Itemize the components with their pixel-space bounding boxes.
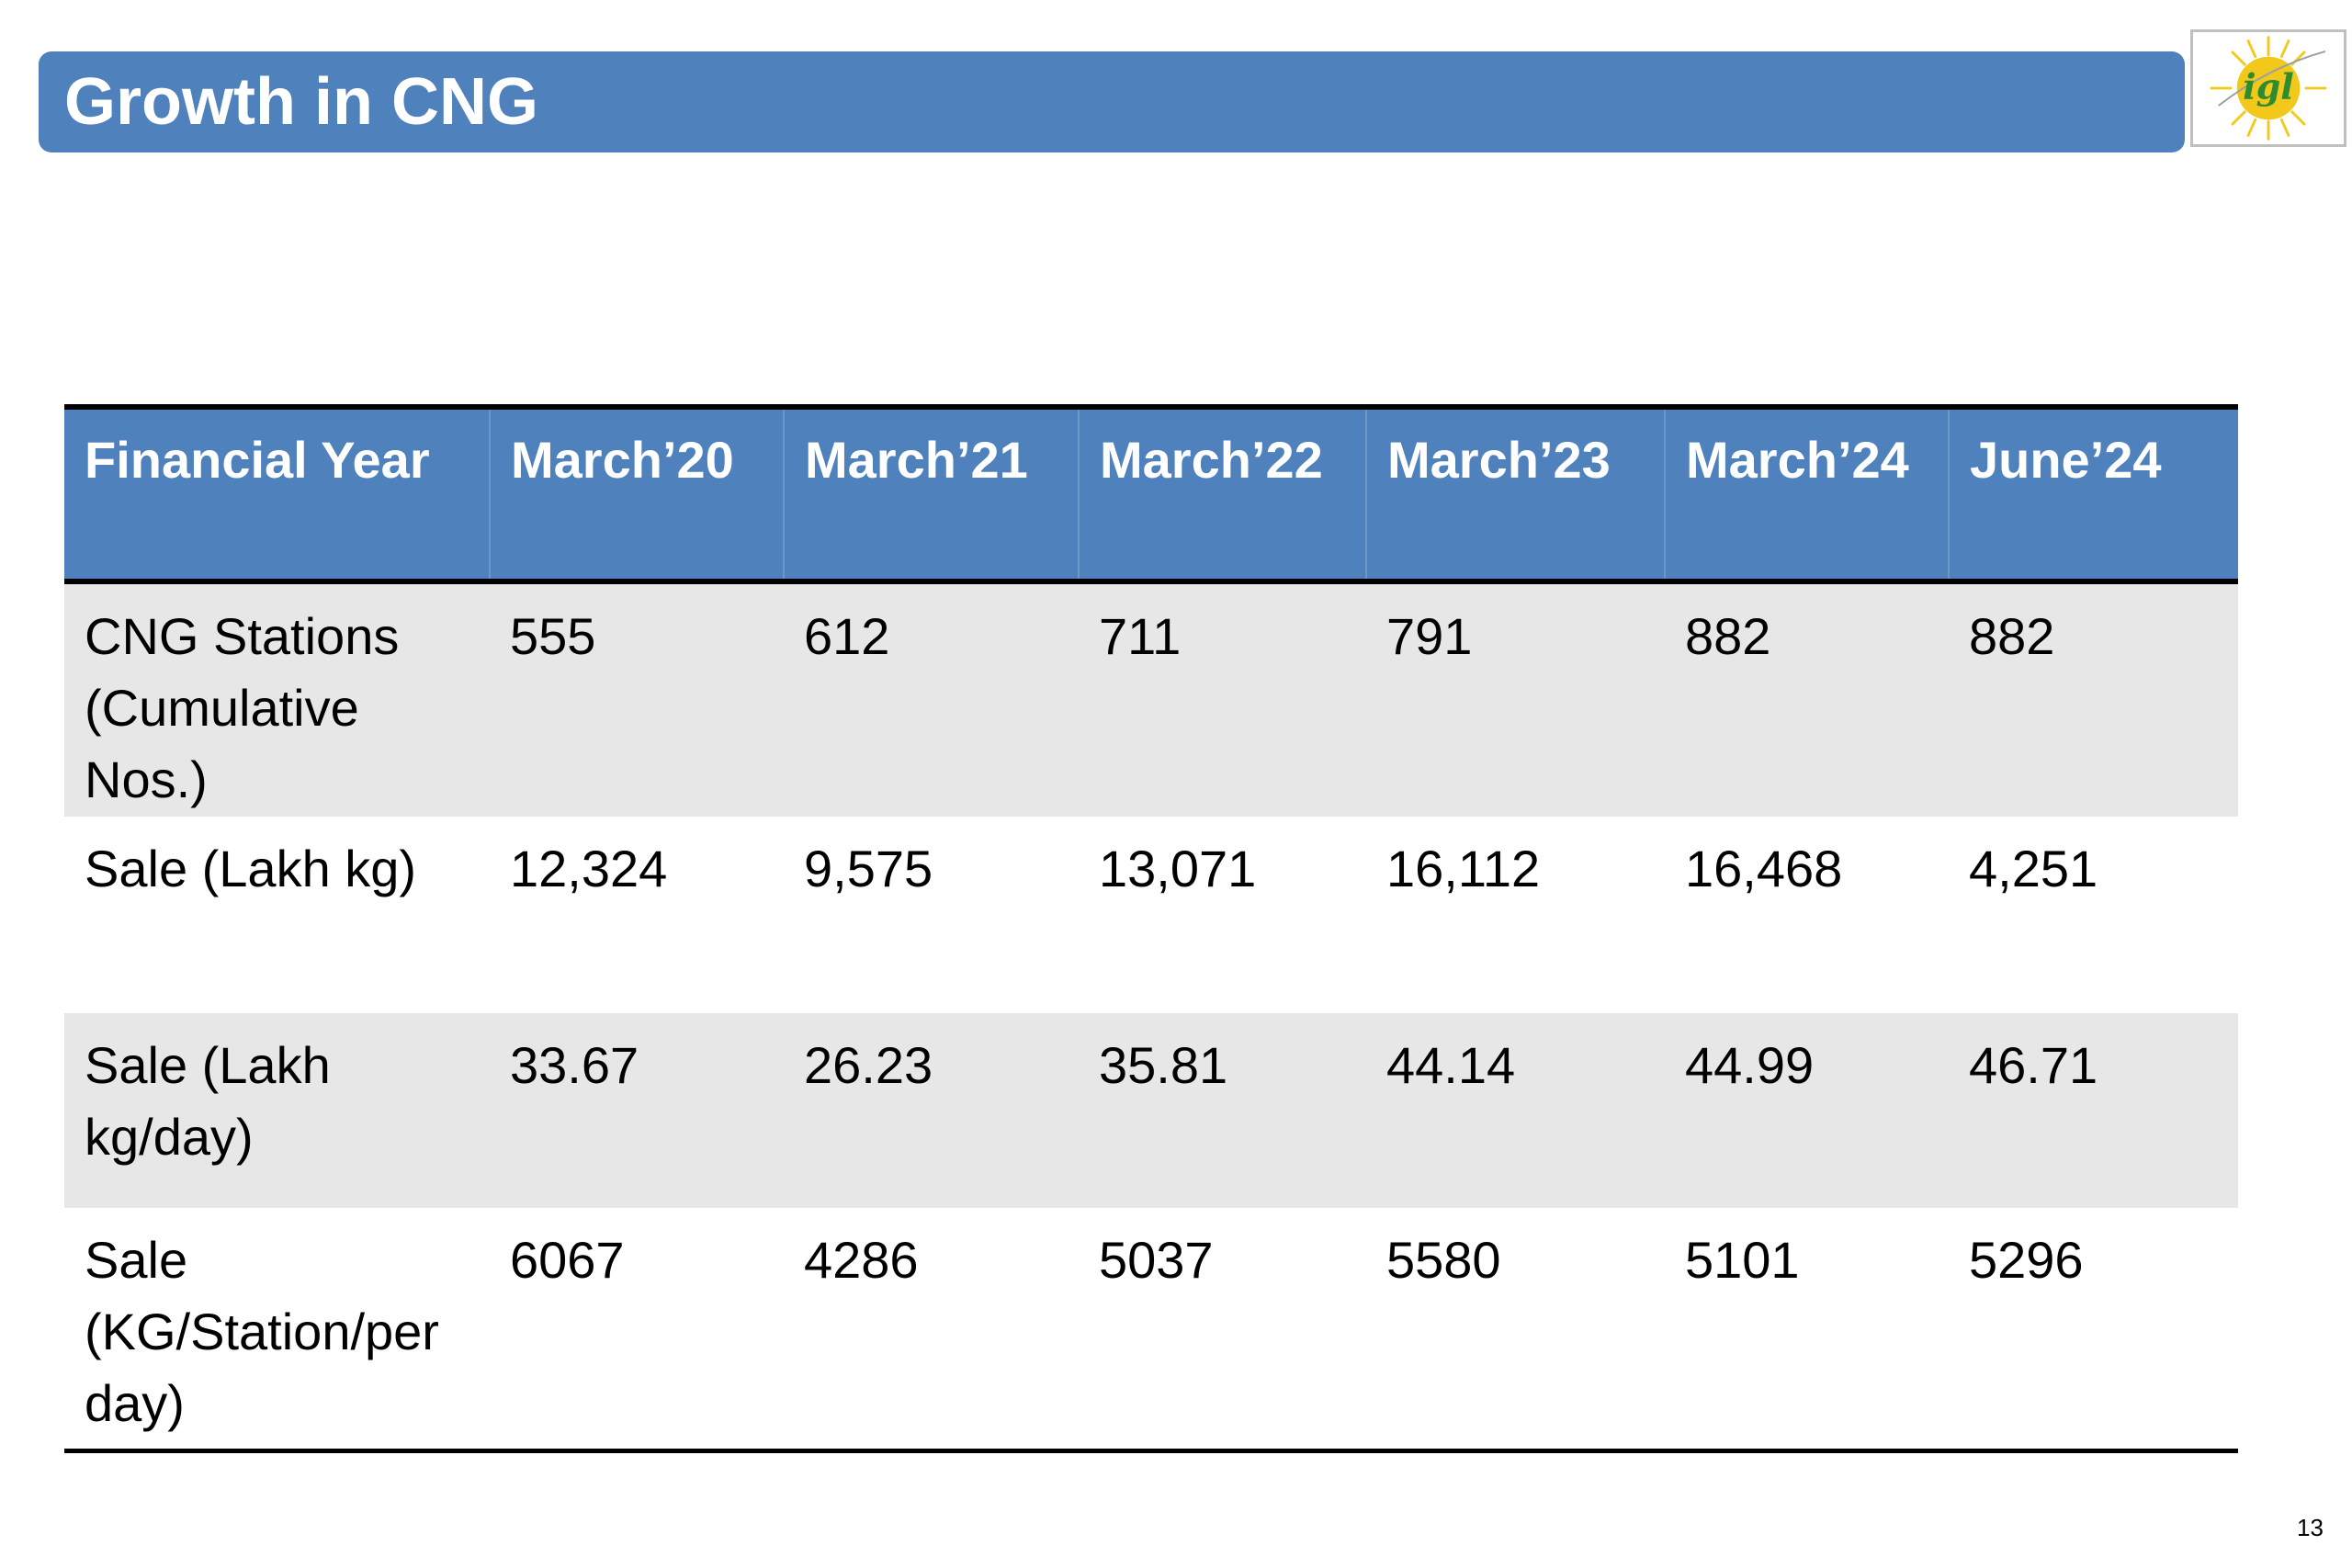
igl-sun-logo-icon: igl xyxy=(2210,36,2327,141)
title-bar: Growth in CNG xyxy=(39,51,2185,152)
table-cell: 5101 xyxy=(1665,1208,1949,1450)
table-cell: 5037 xyxy=(1079,1208,1366,1450)
table-header-row: Financial Year March’20 March’21 March’2… xyxy=(64,407,2238,584)
table-cell: 44.99 xyxy=(1665,1013,1949,1208)
table-cell: 4286 xyxy=(784,1208,1079,1450)
slide-title: Growth in CNG xyxy=(64,65,538,139)
table-cell: 612 xyxy=(784,581,1079,817)
table-cell: 9,575 xyxy=(784,817,1079,1013)
table-cell: 5580 xyxy=(1366,1208,1665,1450)
table-cell: 555 xyxy=(490,581,784,817)
table-row: CNG Stations (Cumulative Nos.) 555 612 7… xyxy=(64,581,2238,817)
row-label: CNG Stations (Cumulative Nos.) xyxy=(64,581,490,817)
table-row: Sale (KG/Station/per day) 6067 4286 5037… xyxy=(64,1208,2238,1450)
header-june-24: June’24 xyxy=(1948,407,2238,584)
header-march-21: March’21 xyxy=(783,407,1079,584)
table-cell: 33.67 xyxy=(490,1013,784,1208)
table-cell: 882 xyxy=(1665,581,1949,817)
table-cell: 791 xyxy=(1366,581,1665,817)
igl-logo: igl xyxy=(2190,29,2346,147)
header-march-23: March’23 xyxy=(1365,407,1665,584)
table-cell: 16,112 xyxy=(1366,817,1665,1013)
table-cell: 711 xyxy=(1079,581,1366,817)
table-cell: 5296 xyxy=(1949,1208,2238,1450)
table-row: Sale (Lakh kg) 12,324 9,575 13,071 16,11… xyxy=(64,817,2238,1013)
table-cell: 16,468 xyxy=(1665,817,1949,1013)
table-cell: 4,251 xyxy=(1949,817,2238,1013)
table-row: Sale (Lakh kg/day) 33.67 26.23 35.81 44.… xyxy=(64,1013,2238,1208)
row-label: Sale (KG/Station/per day) xyxy=(64,1208,490,1450)
header-march-22: March’22 xyxy=(1078,407,1366,584)
header-financial-year: Financial Year xyxy=(64,407,490,584)
table-cell: 26.23 xyxy=(784,1013,1079,1208)
table-cell: 882 xyxy=(1949,581,2238,817)
row-label: Sale (Lakh kg) xyxy=(64,817,490,1013)
table-cell: 44.14 xyxy=(1366,1013,1665,1208)
table-cell: 13,071 xyxy=(1079,817,1366,1013)
cng-growth-table: Financial Year March’20 March’21 March’2… xyxy=(64,404,2238,1453)
table-cell: 35.81 xyxy=(1079,1013,1366,1208)
logo-text: igl xyxy=(2243,65,2294,107)
header-march-24: March’24 xyxy=(1664,407,1949,584)
table-cell: 12,324 xyxy=(490,817,784,1013)
row-label: Sale (Lakh kg/day) xyxy=(64,1013,490,1208)
table-cell: 46.71 xyxy=(1949,1013,2238,1208)
header-march-20: March’20 xyxy=(489,407,784,584)
table-cell: 6067 xyxy=(490,1208,784,1450)
cng-growth-table-container: Financial Year March’20 March’21 March’2… xyxy=(64,404,2238,1453)
page-number: 13 xyxy=(2297,1514,2324,1541)
